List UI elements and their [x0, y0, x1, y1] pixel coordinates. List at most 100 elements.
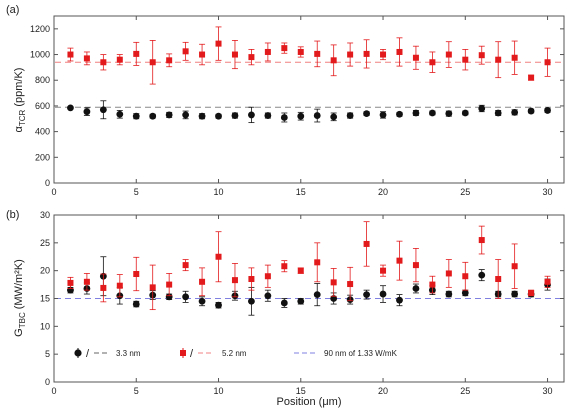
x-tick-label: 25: [460, 187, 470, 197]
data-point: [445, 290, 453, 298]
x-tick-label: 20: [378, 187, 388, 197]
legend-label-1: 3.3 nm: [116, 349, 141, 358]
data-point: [330, 57, 337, 64]
data-point: [264, 112, 272, 119]
panel-b-ylabel: GTBC (MW/m²K): [13, 259, 27, 337]
data-point: [100, 59, 107, 66]
panel-b: (b) 0 5 10 15 20 25 30 0 5 10 15 20 25 30 GTBC (MW/m²…: [6, 209, 565, 408]
data-point: [462, 56, 469, 63]
x-tick-label: 0: [51, 187, 56, 197]
data-point: [149, 59, 156, 66]
data-point: [99, 106, 107, 114]
data-point: [67, 279, 74, 286]
data-point: [527, 107, 535, 115]
data-point: [445, 110, 453, 118]
data-point: [248, 297, 255, 305]
panel-a-ylabel-sub: TCR: [18, 109, 27, 126]
data-point: [380, 51, 387, 58]
data-point: [412, 109, 420, 117]
data-point: [281, 263, 288, 270]
data-point: [346, 112, 354, 119]
data-point: [133, 50, 140, 57]
data-point: [478, 271, 486, 279]
y-tick-label: 20: [40, 266, 50, 276]
data-point: [149, 284, 156, 291]
panel-a-reference-lines: [55, 61, 563, 108]
data-point: [412, 262, 419, 269]
data-point: [198, 112, 206, 120]
data-point: [116, 56, 123, 63]
data-point: [347, 281, 354, 288]
y-tick-label: 10: [40, 321, 50, 331]
y-tick-label: 400: [35, 127, 50, 137]
y-tick-label: 200: [35, 152, 50, 162]
data-point: [511, 263, 518, 270]
data-point: [215, 301, 222, 309]
panel-a-ylabel-main: α: [13, 125, 25, 132]
data-point: [182, 262, 189, 269]
data-point: [396, 48, 403, 55]
data-point: [380, 267, 387, 274]
x-tick-label: 15: [296, 187, 306, 197]
data-point: [231, 112, 239, 119]
y-tick-label: 30: [40, 210, 50, 220]
data-point: [363, 110, 370, 118]
data-point: [182, 111, 190, 119]
data-point: [478, 52, 485, 59]
data-point: [166, 57, 173, 64]
data-point: [297, 112, 305, 120]
panel-a-x-axis: 0 5 10 15 20 25 30: [51, 16, 553, 197]
data-point: [248, 111, 255, 119]
data-point: [478, 105, 486, 112]
data-point: [379, 111, 387, 119]
legend-marker-circle: [74, 349, 82, 357]
x-tick-label: 0: [51, 386, 56, 396]
data-point: [396, 296, 403, 304]
x-tick-label: 15: [296, 386, 306, 396]
legend-item-5.2nm: / 5.2 nm: [180, 348, 247, 360]
x-tick-label: 10: [214, 386, 224, 396]
data-point: [83, 55, 90, 62]
data-point: [511, 290, 519, 298]
legend: / 3.3 nm / 5.2 nm 90 nm of 1.33 W/mK: [74, 348, 398, 360]
data-point: [297, 297, 305, 305]
panel-b-label: (b): [6, 209, 19, 221]
y-tick-label: 1200: [30, 24, 50, 34]
data-point: [511, 108, 519, 116]
y-tick-label: 0: [45, 377, 50, 387]
data-point: [445, 51, 452, 58]
x-tick-label: 30: [543, 386, 553, 396]
data-point: [133, 271, 140, 278]
legend-marker-square: [180, 350, 186, 356]
data-point: [314, 259, 321, 266]
data-point: [264, 273, 271, 280]
panel-b-xlabel: Position (μm): [276, 396, 341, 408]
series-circle: [67, 256, 551, 316]
data-point: [67, 51, 74, 58]
data-point: [363, 291, 370, 299]
data-point: [511, 54, 518, 61]
y-tick-label: 5: [45, 349, 50, 359]
data-point: [199, 278, 206, 285]
data-point: [428, 109, 436, 117]
x-tick-label: 30: [543, 187, 553, 197]
data-point: [347, 51, 354, 58]
legend-label-2: 5.2 nm: [222, 349, 247, 358]
data-point: [544, 278, 551, 285]
panel-a-data: [67, 26, 551, 124]
data-point: [461, 289, 469, 297]
data-point: [231, 277, 238, 284]
panel-b-x-axis: 0 5 10 15 20 25 30: [51, 215, 553, 396]
x-tick-label: 10: [214, 187, 224, 197]
panel-a-ylabel-unit: (ppm/K): [13, 68, 25, 107]
legend-item-3.3nm: / 3.3 nm: [74, 348, 141, 360]
data-point: [166, 281, 173, 288]
data-point: [116, 282, 123, 289]
data-point: [100, 284, 107, 291]
series-square: [67, 26, 551, 85]
panel-b-ylabel-main: G: [13, 328, 25, 337]
y-tick-label: 25: [40, 238, 50, 248]
data-point: [396, 110, 403, 118]
data-point: [116, 110, 124, 118]
data-point: [462, 273, 469, 280]
